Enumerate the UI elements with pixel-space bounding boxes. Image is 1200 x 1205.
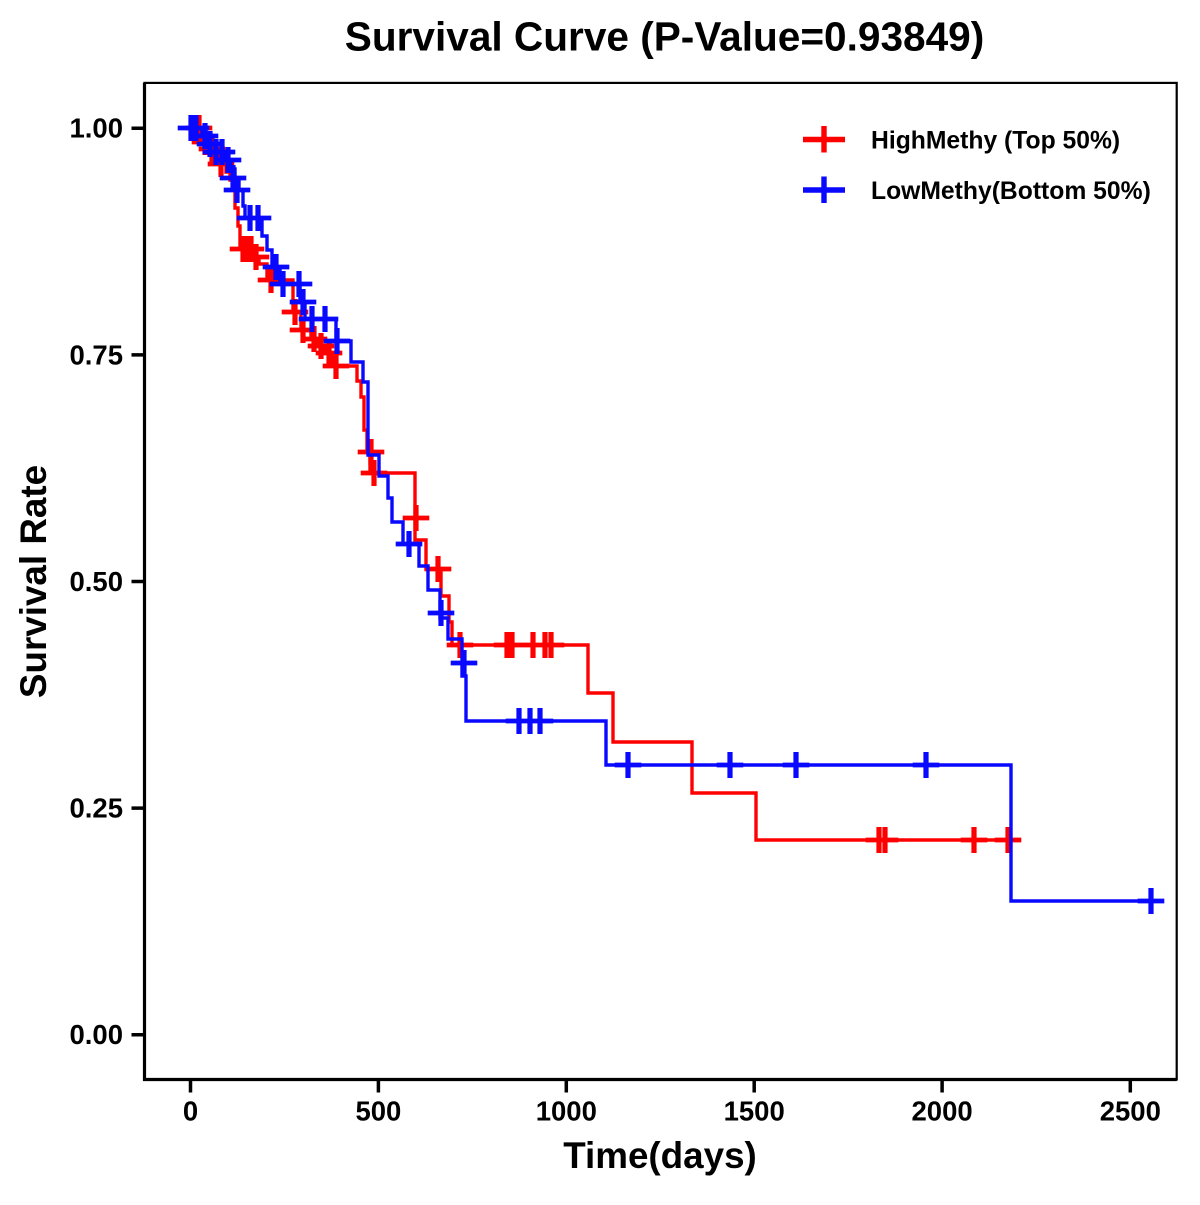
- svg-text:500: 500: [355, 1096, 401, 1127]
- svg-text:1.00: 1.00: [69, 113, 123, 144]
- svg-text:2000: 2000: [912, 1096, 973, 1127]
- svg-text:Survival Rate: Survival Rate: [13, 465, 54, 698]
- svg-text:1500: 1500: [724, 1096, 785, 1127]
- svg-text:0.50: 0.50: [69, 566, 123, 597]
- svg-text:Time(days): Time(days): [563, 1135, 757, 1176]
- svg-text:HighMethy (Top 50%): HighMethy (Top 50%): [871, 128, 1120, 155]
- svg-text:LowMethy(Bottom 50%): LowMethy(Bottom 50%): [871, 178, 1151, 205]
- svg-text:0.75: 0.75: [69, 339, 123, 370]
- svg-text:1000: 1000: [536, 1096, 597, 1127]
- svg-text:Survival Curve (P-Value=0.9384: Survival Curve (P-Value=0.93849): [345, 14, 984, 60]
- svg-text:0: 0: [183, 1096, 198, 1127]
- svg-text:2500: 2500: [1100, 1096, 1161, 1127]
- svg-text:0.25: 0.25: [69, 793, 123, 824]
- svg-text:0.00: 0.00: [69, 1019, 123, 1050]
